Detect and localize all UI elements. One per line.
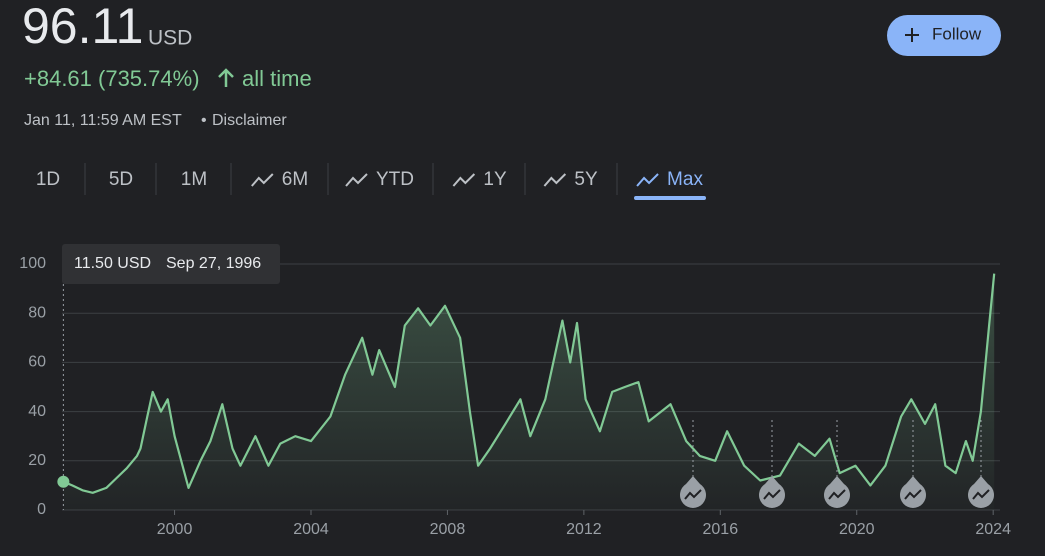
tab-label[interactable]: 5Y	[574, 169, 598, 190]
tab[interactable]: 6M	[251, 169, 308, 190]
tab-label[interactable]: 5D	[109, 169, 133, 190]
event-icon	[684, 489, 702, 500]
x-tick-label: 2004	[293, 521, 329, 538]
x-tick-label: 2024	[975, 521, 1011, 538]
event-icon	[828, 489, 846, 500]
event-pin[interactable]	[968, 476, 995, 508]
event-marker[interactable]	[680, 420, 706, 508]
tooltip-date: Sep 27, 1996	[166, 255, 261, 272]
period: all time	[242, 66, 312, 91]
event-pin[interactable]	[900, 476, 927, 508]
follow-label[interactable]: Follow	[932, 24, 982, 43]
tab-label[interactable]: 1D	[36, 169, 60, 190]
event-icon	[763, 489, 781, 500]
chart: 0 20 40 60 80 100 2000 2004 2008 2012 2016 2020 2024…	[19, 244, 1011, 538]
tab-label[interactable]: Max	[667, 169, 703, 190]
event-icon	[904, 489, 922, 500]
price: 96.11	[22, 0, 143, 54]
y-tick-label: 100	[19, 255, 46, 272]
follow-bg[interactable]	[887, 15, 1001, 56]
event-marker[interactable]	[824, 420, 851, 508]
event-marker[interactable]	[968, 420, 995, 508]
event-marker[interactable]	[759, 420, 786, 508]
x-tick-label: 2020	[839, 521, 875, 538]
tab-label[interactable]: 1M	[181, 169, 207, 190]
y-tick-label: 40	[28, 403, 46, 420]
separator-dot: •	[201, 112, 207, 129]
tab[interactable]: 1Y	[452, 169, 507, 190]
event-icon	[972, 489, 990, 500]
price-line	[62, 273, 996, 494]
tab[interactable]: Max	[634, 169, 706, 200]
tab[interactable]: 5Y	[543, 169, 598, 190]
tooltip-bg	[62, 244, 280, 284]
x-tick-label: 2016	[703, 521, 739, 538]
y-tick-label: 80	[28, 304, 46, 321]
event-pin[interactable]	[680, 476, 706, 508]
tab-label[interactable]: 6M	[282, 169, 308, 190]
area	[63, 273, 995, 510]
x-tick-label: 2008	[430, 521, 466, 538]
x-tick-label: 2000	[157, 521, 193, 538]
tab[interactable]: 1M	[181, 169, 207, 190]
timestamp: Jan 11, 11:59 AM EST	[24, 112, 182, 129]
tab-icon	[345, 173, 368, 187]
up-arrow	[218, 68, 234, 87]
hover-point	[57, 475, 70, 488]
event-marker[interactable]	[900, 420, 927, 508]
tab-icon	[452, 173, 476, 187]
range-tabs: 1D 5D 1M 6M YTD 1Y 5Y Max	[36, 163, 706, 200]
tab-icon	[251, 173, 274, 187]
tab-label[interactable]: 1Y	[483, 169, 507, 190]
event-pin[interactable]	[759, 476, 786, 508]
tab-icon	[636, 173, 659, 187]
tooltip: 11.50 USD Sep 27, 1996	[62, 244, 280, 284]
y-tick-label: 0	[37, 501, 46, 518]
disclaimer[interactable]: Disclaimer	[212, 112, 287, 129]
x-tick-label: 2012	[566, 521, 602, 538]
tab[interactable]: 1D	[36, 169, 60, 190]
plus-icon	[905, 28, 919, 42]
follow-button[interactable]: Follow	[887, 15, 1001, 56]
tab[interactable]: YTD	[345, 169, 414, 190]
tab-underline	[634, 196, 706, 200]
y-tick-label: 20	[28, 452, 46, 469]
tab-icon	[543, 173, 567, 187]
tab[interactable]: 5D	[109, 169, 133, 190]
tooltip-value: 11.50 USD	[74, 255, 151, 272]
change: +84.61 (735.74%)	[24, 66, 200, 91]
y-tick-label: 60	[28, 354, 46, 371]
event-pin[interactable]	[824, 476, 851, 508]
tab-label[interactable]: YTD	[376, 169, 414, 190]
currency: USD	[148, 27, 192, 50]
